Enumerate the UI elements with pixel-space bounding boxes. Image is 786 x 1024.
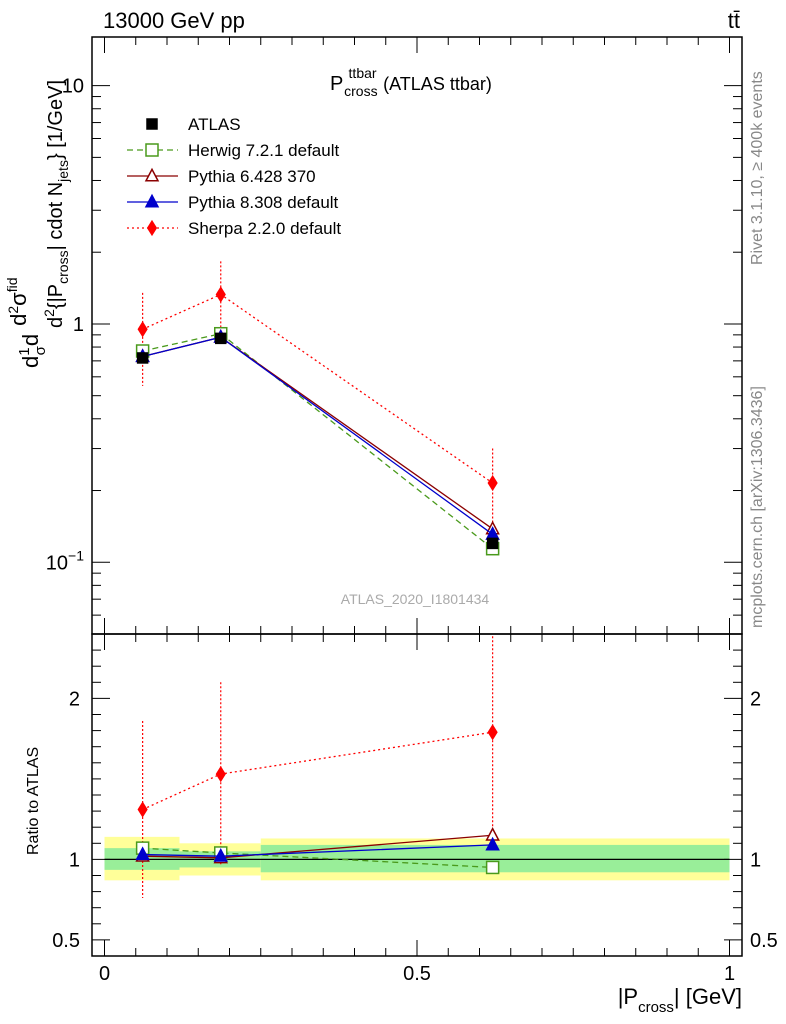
mcplots-reference-label: mcplots.cern.ch [arXiv:1306.3436] (749, 386, 766, 628)
sherpa-2-2-0-default-ratio-point (215, 765, 226, 783)
ratio-uncertainty-bands (104, 836, 730, 881)
ratio-y-tick-label-right: 0.5 (750, 930, 778, 952)
ratio-y-tick-label-right: 1 (750, 849, 761, 871)
sherpa-2-2-0-default-point (137, 321, 148, 338)
herwig-7-2-1-default-ratio-point (485, 860, 500, 875)
ratio-panel-frame (91, 633, 743, 957)
main-panel (135, 261, 500, 556)
svg-text:d1σdd2σfid: d1σdd2σfid (4, 277, 49, 368)
legend-label-pythia-6-428-370: Pythia 6.428 370 (188, 167, 316, 186)
legend-label-herwig-7-2-1-default: Herwig 7.2.1 default (188, 141, 339, 160)
analysis-id-label: ATLAS_2020_I1801434 (341, 591, 490, 607)
y-axis-label-main: d1σdd2σfid d2{|Pcross| cdot Njets} [1/Ge… (4, 80, 71, 368)
process-label: tt̄ (728, 8, 740, 33)
collision-energy-label: 13000 GeV pp (103, 8, 245, 33)
sherpa-2-2-0-default-ratio-point (137, 801, 148, 818)
sherpa-2-2-0-default-point (487, 474, 498, 492)
legend-label-atlas: ATLAS (188, 115, 241, 134)
plot-title-sub: cross (344, 83, 377, 99)
atlas-point (486, 537, 499, 550)
sherpa-2-2-0-default-ratio-point (487, 724, 498, 741)
atlas-point (136, 352, 149, 364)
pythia-8-308-default-line (142, 336, 494, 535)
sherpa-2-2-0-default-point (215, 286, 226, 303)
y-axis-label-ratio: Ratio to ATLAS (25, 747, 42, 855)
plot-title-suffix: (ATLAS ttbar) (383, 74, 492, 94)
legend-label-pythia-8-308-default: Pythia 8.308 default (188, 193, 339, 212)
rivet-version-label: Rivet 3.1.10, ≥ 400k events (749, 71, 766, 265)
ratio-y-tick-label: 2 (69, 688, 80, 710)
ratio-y-tick-label: 0.5 (52, 930, 80, 952)
x-axis-label: |Pcross| [GeV] (618, 984, 742, 1016)
pythia-6-428-370-line (142, 336, 493, 530)
y-tick-label: 10−1 (46, 547, 84, 574)
pythia-8-308-default-ratio-point (213, 847, 228, 862)
legend-marker-atlas (146, 118, 158, 130)
legend-marker-pythia-6-428-370 (144, 167, 160, 182)
legend-label-sherpa-2-2-0-default: Sherpa 2.2.0 default (188, 219, 341, 238)
ratio-y-tick-label-right: 2 (750, 688, 761, 710)
pythia-8-308-default-ratio-point (485, 836, 500, 851)
pythia-8-308-default-ratio-point (135, 846, 150, 861)
legend: ATLAS Herwig 7.2.1 default Pythia 6.428 37… (127, 115, 341, 238)
y-tick-label: 10 (62, 76, 84, 98)
x-tick-label: 0.5 (403, 963, 431, 985)
legend-marker-herwig-7-2-1-default (145, 143, 159, 157)
plot-title: P ttbar cross (ATLAS ttbar) (330, 61, 492, 101)
y-tick-label: 1 (73, 314, 84, 336)
legend-marker-pythia-8-308-default (144, 193, 160, 208)
plot-title-main: P (330, 73, 343, 95)
svg-text:d2{|Pcross| cdot Njets} [1/GeV: d2{|Pcross| cdot Njets} [1/GeV] (41, 80, 71, 328)
x-tick-label: 0 (99, 963, 110, 985)
ratio-y-tick-label: 1 (69, 849, 80, 871)
herwig-7-2-1-default-line (142, 333, 494, 550)
plot-title-sup: ttbar (349, 65, 377, 81)
atlas-point (215, 332, 227, 345)
axis-ticks: 0 0.5 1 10−1 1 10 0.5 0.5 1 1 2 2 (46, 37, 778, 985)
sherpa-2-2-0-default-line (142, 293, 493, 484)
ratio-panel (104, 634, 730, 899)
x-tick-label: 1 (724, 963, 735, 985)
legend-marker-sherpa-2-2-0-default (146, 219, 158, 237)
sherpa-2-2-0-default-ratio-line (142, 731, 493, 811)
